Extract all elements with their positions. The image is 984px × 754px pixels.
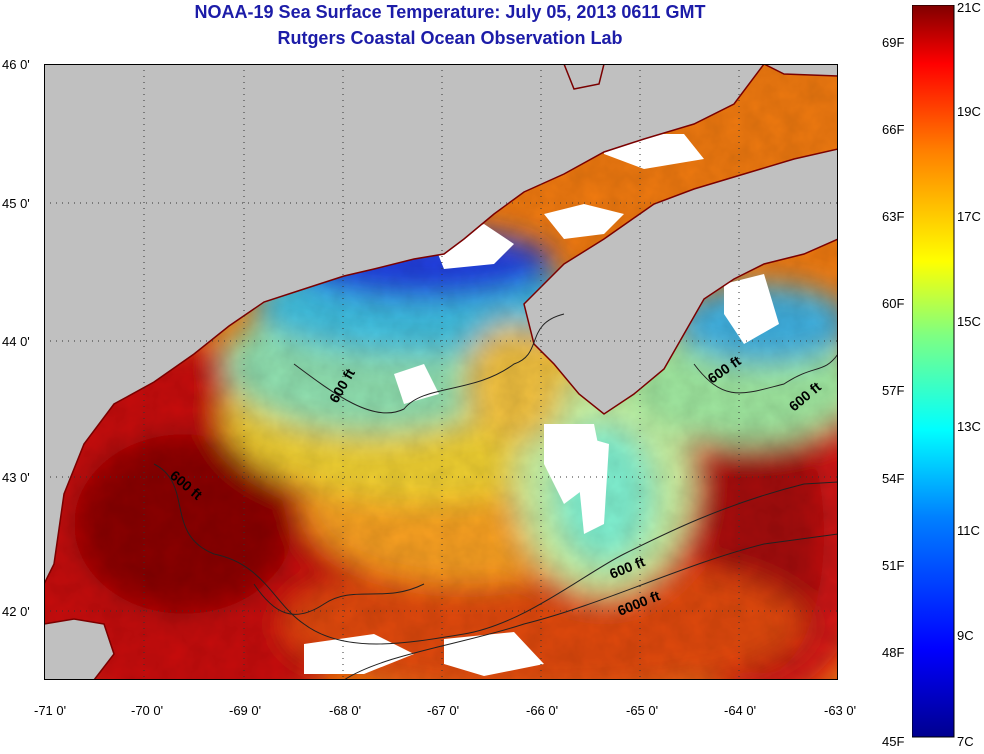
chart-subtitle: Rutgers Coastal Ocean Observation Lab [277,28,623,48]
colorbar-gradient [912,5,955,738]
lat-tick-label: 44 0' [2,334,30,349]
lon-tick-label: -68 0' [329,703,362,718]
lon-tick-label: -63 0' [824,703,857,718]
fahrenheit-label: 69F [882,35,905,50]
nova-scotia-land [523,148,838,415]
celsius-label: 13C [957,419,981,434]
fahrenheit-label: 48F [882,645,905,660]
fahrenheit-label: 45F [882,734,905,749]
fahrenheit-label: 57F [882,383,905,398]
fahrenheit-label: 60F [882,296,905,311]
lon-tick-label: -66 0' [526,703,559,718]
lat-tick-label: 43 0' [2,470,30,485]
land-masses [44,64,838,680]
grid-lines [44,64,838,680]
celsius-label: 11C [957,523,980,538]
fahrenheit-label: 54F [882,471,905,486]
lat-tick-label: 42 0' [2,604,30,619]
sst-map: 600 ft 600 ft 600 ft 600 ft 600 ft 6000 … [44,64,838,680]
celsius-label: 9C [957,628,974,643]
celsius-label: 19C [957,104,981,119]
fahrenheit-label: 66F [882,122,905,137]
celsius-label: 7C [957,734,974,749]
lon-tick-label: -69 0' [229,703,262,718]
lat-tick-label: 45 0' [2,196,30,211]
bathymetry-contours [153,313,838,680]
chart-title: NOAA-19 Sea Surface Temperature: July 05… [194,2,706,22]
fahrenheit-label: 63F [882,209,905,224]
fahrenheit-label: 51F [882,558,905,573]
lon-tick-label: -71 0' [34,703,67,718]
celsius-label: 15C [957,314,981,329]
lon-tick-label: -67 0' [427,703,460,718]
lon-tick-label: -65 0' [626,703,659,718]
celsius-label: 21C [957,0,981,15]
lon-tick-label: -64 0' [724,703,757,718]
colorbar [912,5,955,738]
lon-tick-label: -70 0' [131,703,164,718]
cape-cod-land [44,618,115,680]
maine-new-brunswick-land [44,64,838,585]
lat-tick-label: 46 0' [2,57,30,72]
celsius-label: 17C [957,209,981,224]
prince-edward-island-land [563,64,605,90]
